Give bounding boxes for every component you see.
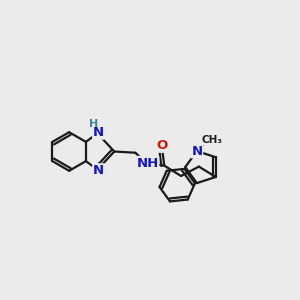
Text: NH: NH	[136, 157, 159, 169]
Text: H: H	[89, 119, 99, 129]
Text: CH₃: CH₃	[201, 135, 222, 145]
Text: O: O	[157, 139, 168, 152]
Text: N: N	[191, 145, 203, 158]
Text: N: N	[93, 164, 104, 177]
Text: N: N	[93, 126, 104, 139]
